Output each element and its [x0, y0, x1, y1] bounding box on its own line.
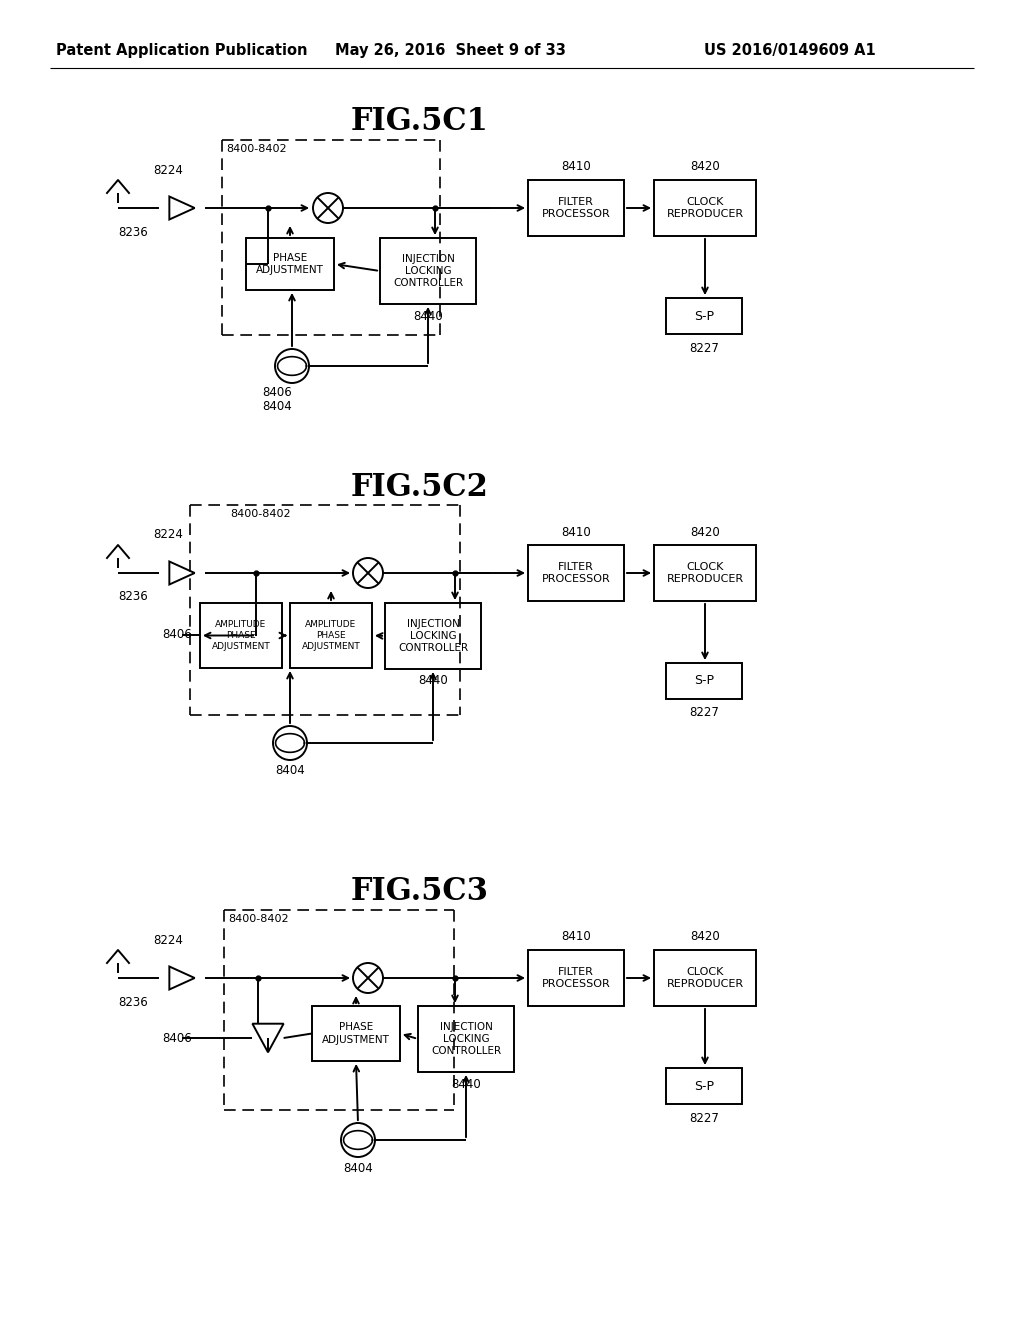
Text: FIG.5C1: FIG.5C1: [351, 107, 488, 137]
Text: INJECTION
LOCKING
CONTROLLER: INJECTION LOCKING CONTROLLER: [398, 619, 468, 653]
Circle shape: [273, 726, 307, 760]
Text: FILTER
PROCESSOR: FILTER PROCESSOR: [542, 562, 610, 585]
Text: INJECTION
LOCKING
CONTROLLER: INJECTION LOCKING CONTROLLER: [431, 1022, 501, 1056]
Bar: [312, 1006, 400, 1061]
Text: 8236: 8236: [118, 226, 147, 239]
Text: 8420: 8420: [690, 161, 720, 173]
Text: 8410: 8410: [561, 161, 591, 173]
Bar: [290, 603, 372, 668]
Bar: [528, 545, 624, 601]
Text: 8227: 8227: [689, 706, 719, 719]
Circle shape: [275, 348, 309, 383]
Bar: [666, 663, 742, 700]
Text: FILTER
PROCESSOR: FILTER PROCESSOR: [542, 966, 610, 989]
Bar: [654, 950, 756, 1006]
Circle shape: [313, 193, 343, 223]
Text: FIG.5C3: FIG.5C3: [351, 876, 489, 908]
Text: 8404: 8404: [262, 400, 292, 412]
Text: CLOCK
REPRODUCER: CLOCK REPRODUCER: [667, 197, 743, 219]
Text: 8400-8402: 8400-8402: [228, 913, 289, 924]
Text: May 26, 2016  Sheet 9 of 33: May 26, 2016 Sheet 9 of 33: [335, 42, 565, 58]
Bar: [528, 950, 624, 1006]
Text: PHASE
ADJUSTMENT: PHASE ADJUSTMENT: [256, 253, 324, 275]
Text: 8400-8402: 8400-8402: [226, 144, 287, 154]
Text: 8400-8402: 8400-8402: [230, 510, 291, 519]
Bar: [246, 238, 334, 290]
Text: INJECTION
LOCKING
CONTROLLER: INJECTION LOCKING CONTROLLER: [393, 253, 463, 288]
Text: 8420: 8420: [690, 931, 720, 944]
Text: FIG.5C2: FIG.5C2: [351, 471, 488, 503]
Bar: [654, 545, 756, 601]
Text: 8410: 8410: [561, 525, 591, 539]
Text: 8440: 8440: [418, 675, 447, 688]
Text: 8406: 8406: [162, 1031, 191, 1044]
Text: 8410: 8410: [561, 931, 591, 944]
Text: CLOCK
REPRODUCER: CLOCK REPRODUCER: [667, 562, 743, 585]
Text: AMPLITUDE
PHASE
ADJUSTMENT: AMPLITUDE PHASE ADJUSTMENT: [302, 620, 360, 651]
Polygon shape: [169, 966, 195, 990]
Circle shape: [353, 558, 383, 587]
Text: FILTER
PROCESSOR: FILTER PROCESSOR: [542, 197, 610, 219]
Text: 8227: 8227: [689, 1111, 719, 1125]
Text: Patent Application Publication: Patent Application Publication: [56, 42, 308, 58]
Bar: [200, 603, 282, 668]
Text: PHASE
ADJUSTMENT: PHASE ADJUSTMENT: [323, 1022, 390, 1044]
Text: 8440: 8440: [413, 309, 442, 322]
Text: US 2016/0149609 A1: US 2016/0149609 A1: [705, 42, 876, 58]
Bar: [666, 1068, 742, 1104]
Text: 8227: 8227: [689, 342, 719, 355]
Text: 8236: 8236: [118, 590, 147, 603]
Text: 8224: 8224: [153, 164, 183, 177]
Circle shape: [353, 964, 383, 993]
Text: 8420: 8420: [690, 525, 720, 539]
Text: S-P: S-P: [694, 309, 714, 322]
Polygon shape: [252, 1024, 284, 1052]
Text: S-P: S-P: [694, 1080, 714, 1093]
Text: 8236: 8236: [118, 995, 147, 1008]
Bar: [385, 603, 481, 669]
Bar: [418, 1006, 514, 1072]
Text: 8440: 8440: [452, 1077, 481, 1090]
Text: 8404: 8404: [343, 1162, 373, 1175]
Text: AMPLITUDE
PHASE
ADJUSTMENT: AMPLITUDE PHASE ADJUSTMENT: [212, 620, 270, 651]
Bar: [654, 180, 756, 236]
Text: 8406: 8406: [262, 385, 292, 399]
Text: 8404: 8404: [275, 764, 305, 777]
Circle shape: [341, 1123, 375, 1158]
Bar: [380, 238, 476, 304]
Bar: [528, 180, 624, 236]
Text: 8224: 8224: [153, 528, 183, 541]
Polygon shape: [169, 197, 195, 219]
Bar: [666, 298, 742, 334]
Text: 8406: 8406: [162, 628, 191, 642]
Polygon shape: [169, 561, 195, 585]
Text: CLOCK
REPRODUCER: CLOCK REPRODUCER: [667, 966, 743, 989]
Text: S-P: S-P: [694, 675, 714, 688]
Text: 8224: 8224: [153, 933, 183, 946]
